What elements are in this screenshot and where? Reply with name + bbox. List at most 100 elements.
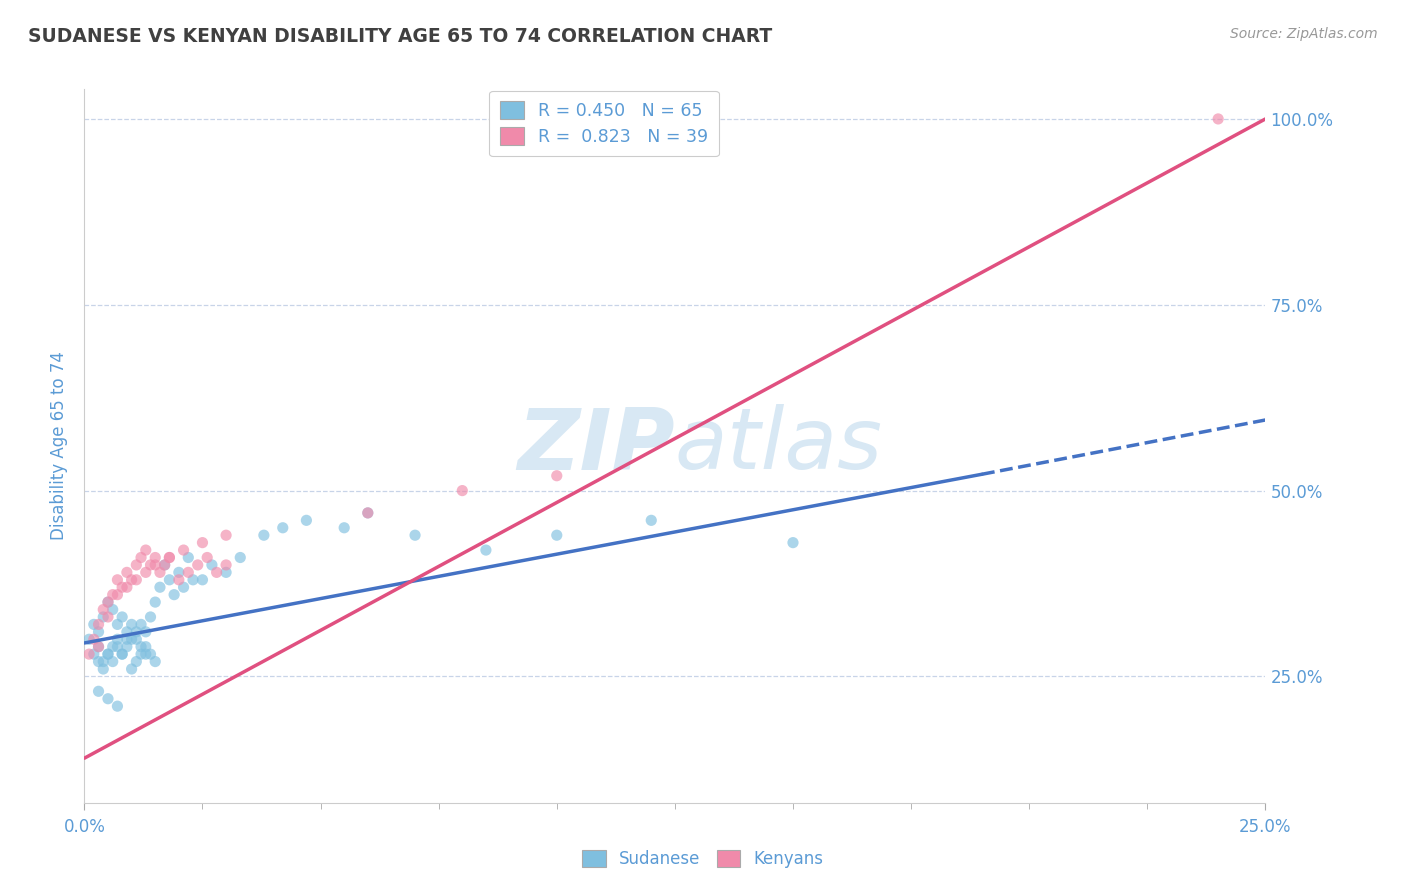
Point xyxy=(83,647,105,661)
Point xyxy=(143,550,166,565)
Point xyxy=(173,543,195,558)
Point xyxy=(129,647,152,661)
Point xyxy=(163,588,186,602)
Text: SUDANESE VS KENYAN DISABILITY AGE 65 TO 74 CORRELATION CHART: SUDANESE VS KENYAN DISABILITY AGE 65 TO … xyxy=(28,27,772,45)
Legend: R = 0.450   N = 65, R =  0.823   N = 39: R = 0.450 N = 65, R = 0.823 N = 39 xyxy=(489,91,718,156)
Text: ZIP: ZIP xyxy=(517,404,675,488)
Point xyxy=(125,558,148,572)
Point xyxy=(167,573,190,587)
Point xyxy=(167,566,190,580)
Point xyxy=(91,602,114,616)
Point xyxy=(143,595,166,609)
Point xyxy=(157,573,180,587)
Point xyxy=(157,550,180,565)
Point xyxy=(115,640,138,654)
Point xyxy=(125,573,148,587)
Point xyxy=(215,566,238,580)
Point xyxy=(111,610,134,624)
Point xyxy=(83,617,105,632)
Point xyxy=(191,573,214,587)
Point xyxy=(451,483,474,498)
Point xyxy=(107,588,129,602)
Point xyxy=(153,558,176,572)
Point xyxy=(87,640,110,654)
Point xyxy=(187,558,209,572)
Point xyxy=(177,550,200,565)
Point xyxy=(357,506,380,520)
Point xyxy=(101,640,124,654)
Point xyxy=(121,632,143,647)
Point xyxy=(129,640,152,654)
Point xyxy=(87,684,110,698)
Point xyxy=(101,602,124,616)
Point xyxy=(135,647,157,661)
Point xyxy=(191,535,214,549)
Point xyxy=(173,580,195,594)
Point xyxy=(271,521,294,535)
Point xyxy=(115,580,138,594)
Point xyxy=(253,528,276,542)
Point xyxy=(87,617,110,632)
Point xyxy=(115,632,138,647)
Point xyxy=(475,543,498,558)
Point xyxy=(101,655,124,669)
Point xyxy=(115,566,138,580)
Point xyxy=(1206,112,1229,126)
Point xyxy=(195,550,218,565)
Point xyxy=(111,647,134,661)
Point xyxy=(177,566,200,580)
Point xyxy=(107,640,129,654)
Point xyxy=(149,580,172,594)
Point xyxy=(125,655,148,669)
Point xyxy=(121,617,143,632)
Point xyxy=(91,662,114,676)
Point xyxy=(107,617,129,632)
Y-axis label: Disability Age 65 to 74: Disability Age 65 to 74 xyxy=(51,351,69,541)
Point xyxy=(143,655,166,669)
Legend: Sudanese, Kenyans: Sudanese, Kenyans xyxy=(575,843,831,875)
Point xyxy=(97,647,120,661)
Point xyxy=(229,550,252,565)
Point xyxy=(546,528,568,542)
Point xyxy=(295,513,318,527)
Point xyxy=(153,558,176,572)
Point xyxy=(101,588,124,602)
Point xyxy=(129,550,152,565)
Point xyxy=(97,647,120,661)
Point xyxy=(181,573,204,587)
Point xyxy=(77,647,100,661)
Point xyxy=(215,528,238,542)
Point xyxy=(97,610,120,624)
Point xyxy=(215,558,238,572)
Point xyxy=(125,624,148,639)
Point xyxy=(782,535,804,549)
Point xyxy=(111,647,134,661)
Point xyxy=(97,691,120,706)
Point xyxy=(357,506,380,520)
Point xyxy=(139,558,162,572)
Point xyxy=(91,655,114,669)
Point xyxy=(546,468,568,483)
Point xyxy=(201,558,224,572)
Point xyxy=(205,566,228,580)
Point xyxy=(135,543,157,558)
Point xyxy=(333,521,356,535)
Point xyxy=(125,632,148,647)
Point xyxy=(97,595,120,609)
Point xyxy=(143,558,166,572)
Text: atlas: atlas xyxy=(675,404,883,488)
Text: Source: ZipAtlas.com: Source: ZipAtlas.com xyxy=(1230,27,1378,41)
Point xyxy=(87,655,110,669)
Point xyxy=(129,617,152,632)
Point xyxy=(87,640,110,654)
Point xyxy=(97,595,120,609)
Point xyxy=(135,640,157,654)
Point xyxy=(135,566,157,580)
Point xyxy=(139,610,162,624)
Point xyxy=(107,632,129,647)
Point xyxy=(139,647,162,661)
Point xyxy=(157,550,180,565)
Point xyxy=(107,699,129,714)
Point xyxy=(640,513,662,527)
Point xyxy=(83,632,105,647)
